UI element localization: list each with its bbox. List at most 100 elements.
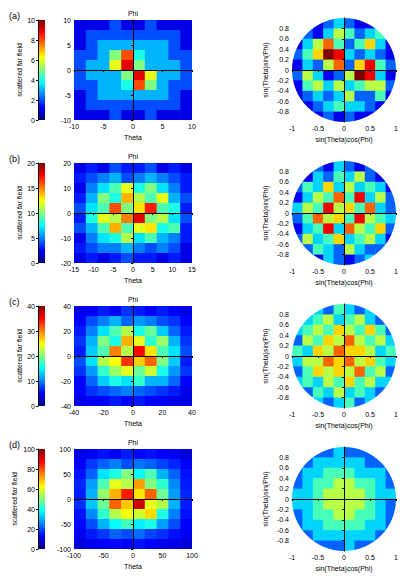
svg-text:-0.4: -0.4 (277, 373, 289, 380)
svg-text:0: 0 (31, 260, 35, 267)
svg-text:-10: -10 (89, 266, 99, 273)
svg-text:sin(Theta)cos(Phi): sin(Theta)cos(Phi) (315, 279, 372, 287)
svg-text:Theta: Theta (124, 277, 142, 284)
svg-text:0: 0 (67, 67, 71, 74)
svg-text:0.8: 0.8 (279, 454, 289, 461)
svg-text:scattered far field: scattered far field (16, 329, 23, 383)
svg-text:40: 40 (188, 409, 196, 416)
svg-text:10: 10 (63, 17, 71, 24)
svg-text:-5: -5 (110, 266, 116, 273)
svg-text:Theta: Theta (124, 134, 142, 141)
svg-text:sin(Theta)cos(Phi): sin(Theta)cos(Phi) (315, 422, 372, 430)
svg-text:10: 10 (27, 378, 35, 385)
svg-text:20: 20 (27, 353, 35, 360)
svg-text:10: 10 (27, 17, 35, 24)
svg-text:8: 8 (31, 37, 35, 44)
svg-text:-20: -20 (61, 378, 71, 385)
svg-text:40: 40 (63, 303, 71, 310)
svg-text:10: 10 (27, 210, 35, 217)
svg-text:-0.2: -0.2 (277, 220, 289, 227)
svg-text:0.6: 0.6 (279, 464, 289, 471)
svg-text:20: 20 (27, 526, 35, 533)
svg-text:-0.6: -0.6 (277, 241, 289, 248)
svg-text:0: 0 (67, 353, 71, 360)
svg-text:0: 0 (131, 552, 135, 559)
svg-text:sin(Theta)cos(Phi): sin(Theta)cos(Phi) (315, 565, 372, 573)
svg-text:0: 0 (285, 67, 289, 74)
svg-text:0.4: 0.4 (279, 189, 289, 196)
svg-text:6: 6 (31, 57, 35, 64)
svg-text:15: 15 (27, 185, 35, 192)
svg-text:Phi: Phi (128, 10, 139, 17)
svg-text:2: 2 (31, 97, 35, 104)
svg-text:10: 10 (188, 123, 196, 130)
svg-text:-0.6: -0.6 (277, 98, 289, 105)
svg-text:-0.5: -0.5 (312, 411, 324, 418)
svg-text:0.2: 0.2 (279, 342, 289, 349)
svg-text:0: 0 (342, 554, 346, 561)
svg-text:40: 40 (27, 303, 35, 310)
svg-text:0: 0 (67, 496, 71, 503)
svg-text:-10: -10 (61, 235, 71, 242)
svg-text:0: 0 (342, 125, 346, 132)
svg-text:0: 0 (31, 403, 35, 410)
svg-text:-0.2: -0.2 (277, 363, 289, 370)
svg-text:0: 0 (31, 117, 35, 124)
svg-text:-100: -100 (67, 552, 81, 559)
svg-text:0.6: 0.6 (279, 178, 289, 185)
svg-text:0.2: 0.2 (279, 485, 289, 492)
svg-text:-0.8: -0.8 (277, 108, 289, 115)
svg-text:sin(Theta)sin(Phi): sin(Theta)sin(Phi) (262, 471, 270, 526)
svg-text:0: 0 (342, 268, 346, 275)
svg-text:30: 30 (27, 328, 35, 335)
svg-text:scattered far field: scattered far field (11, 472, 18, 526)
svg-text:5: 5 (151, 266, 155, 273)
svg-text:Phi: Phi (128, 439, 139, 446)
svg-text:0.5: 0.5 (365, 125, 375, 132)
svg-text:0.8: 0.8 (279, 168, 289, 175)
svg-text:0: 0 (131, 409, 135, 416)
svg-text:100: 100 (23, 446, 35, 453)
svg-text:-50: -50 (98, 552, 108, 559)
svg-text:0.5: 0.5 (365, 554, 375, 561)
svg-text:scattered far field: scattered far field (16, 43, 23, 97)
svg-text:5: 5 (67, 42, 71, 49)
svg-text:0.5: 0.5 (365, 268, 375, 275)
svg-text:100: 100 (186, 552, 198, 559)
svg-text:-1: -1 (289, 125, 295, 132)
svg-text:50: 50 (63, 471, 71, 478)
svg-text:0.6: 0.6 (279, 321, 289, 328)
svg-text:0.8: 0.8 (279, 311, 289, 318)
svg-text:0.2: 0.2 (279, 199, 289, 206)
svg-text:-1: -1 (289, 554, 295, 561)
svg-text:(d): (d) (9, 440, 20, 450)
svg-text:-1: -1 (289, 411, 295, 418)
svg-text:0: 0 (31, 546, 35, 553)
svg-text:Phi: Phi (128, 296, 139, 303)
svg-text:-15: -15 (69, 266, 79, 273)
svg-text:1: 1 (394, 125, 398, 132)
svg-text:(a): (a) (9, 11, 20, 21)
svg-text:0: 0 (131, 266, 135, 273)
svg-text:-20: -20 (98, 409, 108, 416)
svg-text:4: 4 (31, 77, 35, 84)
svg-text:50: 50 (159, 552, 167, 559)
svg-text:sin(Theta)cos(Phi): sin(Theta)cos(Phi) (315, 136, 372, 144)
svg-text:-0.2: -0.2 (277, 77, 289, 84)
svg-text:0.4: 0.4 (279, 332, 289, 339)
svg-text:1: 1 (394, 554, 398, 561)
svg-text:10: 10 (168, 266, 176, 273)
svg-text:0.2: 0.2 (279, 56, 289, 63)
svg-text:0: 0 (285, 210, 289, 217)
svg-text:10: 10 (63, 185, 71, 192)
svg-text:15: 15 (188, 266, 196, 273)
svg-text:0: 0 (285, 353, 289, 360)
svg-text:0.6: 0.6 (279, 35, 289, 42)
svg-text:-0.4: -0.4 (277, 87, 289, 94)
svg-text:0: 0 (131, 123, 135, 130)
svg-text:-0.8: -0.8 (277, 537, 289, 544)
svg-text:100: 100 (59, 446, 71, 453)
svg-text:-0.5: -0.5 (312, 268, 324, 275)
svg-text:sin(Theta)sin(Phi): sin(Theta)sin(Phi) (262, 328, 270, 383)
svg-text:-0.2: -0.2 (277, 506, 289, 513)
